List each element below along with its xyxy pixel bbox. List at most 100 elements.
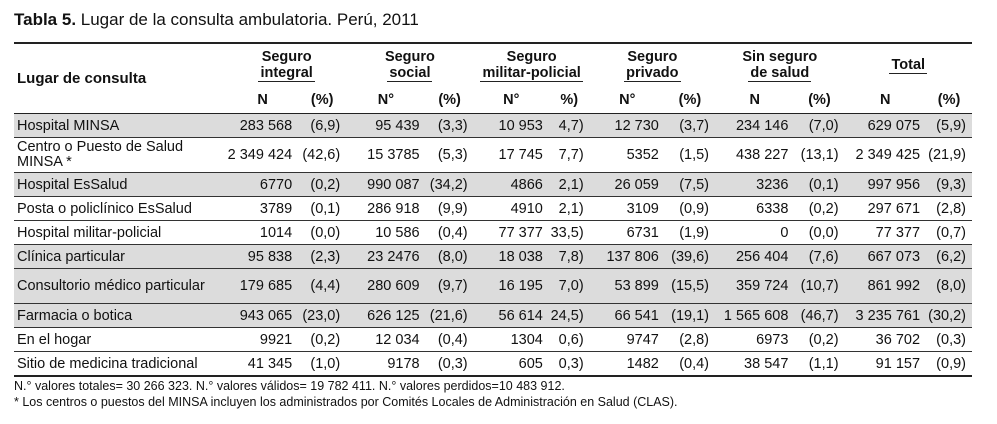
cell-percent: (9,9) [425, 196, 474, 221]
cell-percent: (9,7) [425, 268, 474, 304]
cell-count: 3109 [589, 196, 665, 221]
cell-count: 91 157 [844, 351, 927, 377]
cell-percent: (1,1) [794, 351, 845, 377]
table-row: Sitio de medicina tradicional 41 345 (1,0)… [14, 351, 972, 377]
cell-count: 12 034 [346, 327, 426, 352]
cell-percent: 7,7) [548, 137, 590, 173]
cell-count: 9178 [346, 351, 426, 377]
group-header: Seguro social [384, 48, 435, 82]
col-pct: (%) [664, 86, 716, 114]
cell-percent: (1,5) [664, 137, 716, 173]
group-header: Sin seguro de salud [742, 48, 818, 82]
col-n: N [844, 86, 927, 114]
cell-count: 4866 [473, 172, 549, 197]
cell-percent: (0,7) [926, 220, 972, 245]
cell-count: 77 377 [844, 220, 927, 245]
cell-count: 256 404 [715, 244, 795, 269]
cell-count: 16 195 [473, 268, 549, 304]
cell-count: 95 838 [227, 244, 299, 269]
cell-count: 1014 [227, 220, 299, 245]
cell-percent: (3,7) [664, 113, 716, 138]
table-row: Posta o policlínico EsSalud 3789 (0,1) 286 … [14, 196, 972, 221]
cell-count: 3 235 761 [844, 303, 927, 328]
cell-percent: (1,0) [298, 351, 347, 377]
cell-count: 56 614 [473, 303, 549, 328]
table-title: Tabla 5. Lugar de la consulta ambulatori… [14, 10, 419, 30]
cell-count: 626 125 [346, 303, 426, 328]
cell-count: 4910 [473, 196, 549, 221]
cell-percent: (23,0) [298, 303, 347, 328]
cell-percent: 2,1) [548, 172, 590, 197]
cell-count: 629 075 [844, 113, 927, 138]
cell-count: 38 547 [715, 351, 795, 377]
cell-percent: 0,6) [548, 327, 590, 352]
cell-percent: (3,3) [425, 113, 474, 138]
table-row: Consultorio médico particular 179 685 (4,4… [14, 268, 972, 304]
cell-percent: (6,2) [926, 244, 972, 269]
cell-count: 23 2476 [346, 244, 426, 269]
col-pct: (%) [298, 86, 347, 114]
cell-percent: (0,4) [425, 327, 474, 352]
cell-count: 36 702 [844, 327, 927, 352]
cell-count: 5352 [589, 137, 665, 173]
cell-percent: 7,8) [548, 244, 590, 269]
cell-percent: (0,2) [298, 327, 347, 352]
cell-count: 2 349 424 [227, 137, 299, 173]
row-label: Farmacia o botica [14, 303, 228, 328]
cell-count: 1 565 608 [715, 303, 795, 328]
col-pct: %) [548, 86, 590, 114]
col-pct: (%) [926, 86, 972, 114]
cell-percent: 33,5) [548, 220, 590, 245]
cell-percent: (46,7) [794, 303, 845, 328]
cell-percent: (34,2) [425, 172, 474, 197]
cell-percent: (2,8) [664, 327, 716, 352]
col-n: N° [346, 86, 426, 114]
cell-percent: (30,2) [926, 303, 972, 328]
cell-count: 15 3785 [346, 137, 426, 173]
cell-count: 12 730 [589, 113, 665, 138]
cell-percent: (13,1) [794, 137, 845, 173]
cell-percent: (15,5) [664, 268, 716, 304]
footnote: * Los centros o puestos del MINSA incluy… [14, 395, 678, 409]
cell-percent: (0,1) [298, 196, 347, 221]
cell-percent: (0,9) [664, 196, 716, 221]
cell-percent: (7,5) [664, 172, 716, 197]
group-header: Total [889, 56, 928, 74]
cell-count: 41 345 [227, 351, 299, 377]
cell-percent: (6,9) [298, 113, 347, 138]
col-n: N [715, 86, 795, 114]
cell-percent: (10,7) [794, 268, 845, 304]
cell-count: 9921 [227, 327, 299, 352]
table-number: Tabla 5. [14, 10, 77, 29]
cell-count: 297 671 [844, 196, 927, 221]
cell-count: 990 087 [346, 172, 426, 197]
cell-count: 3236 [715, 172, 795, 197]
cell-count: 3789 [227, 196, 299, 221]
cell-percent: (0,1) [794, 172, 845, 197]
cell-count: 6731 [589, 220, 665, 245]
row-label: Sitio de medicina tradicional [14, 351, 228, 377]
cell-count: 95 439 [346, 113, 426, 138]
cell-percent: (9,3) [926, 172, 972, 197]
cell-percent: (21,6) [425, 303, 474, 328]
cell-percent: (2,3) [298, 244, 347, 269]
table-row: En el hogar 9921 (0,2) 12 034 (0,4) 1304 0,6) 9… [14, 327, 972, 352]
cell-percent: (0,4) [664, 351, 716, 377]
cell-count: 137 806 [589, 244, 665, 269]
cell-count: 861 992 [844, 268, 927, 304]
cell-percent: (8,0) [425, 244, 474, 269]
cell-count: 53 899 [589, 268, 665, 304]
table-body: Hospital MINSA 283 568 (6,9) 95 439 (3,3) 10 … [14, 113, 972, 377]
cell-count: 179 685 [227, 268, 299, 304]
table-row: Hospital EsSalud 6770 (0,2) 990 087 (34,2) 48… [14, 172, 972, 197]
row-label: Hospital EsSalud [14, 172, 228, 197]
row-label: Posta o policlínico EsSalud [14, 196, 228, 221]
footnotes: N.° valores totales= 30 266 323. N.° val… [14, 378, 678, 410]
col-n: N° [589, 86, 665, 114]
col-n: N° [473, 86, 549, 114]
cell-count: 2 349 425 [844, 137, 927, 173]
cell-count: 77 377 [473, 220, 549, 245]
cell-count: 438 227 [715, 137, 795, 173]
cell-percent: (0,9) [926, 351, 972, 377]
